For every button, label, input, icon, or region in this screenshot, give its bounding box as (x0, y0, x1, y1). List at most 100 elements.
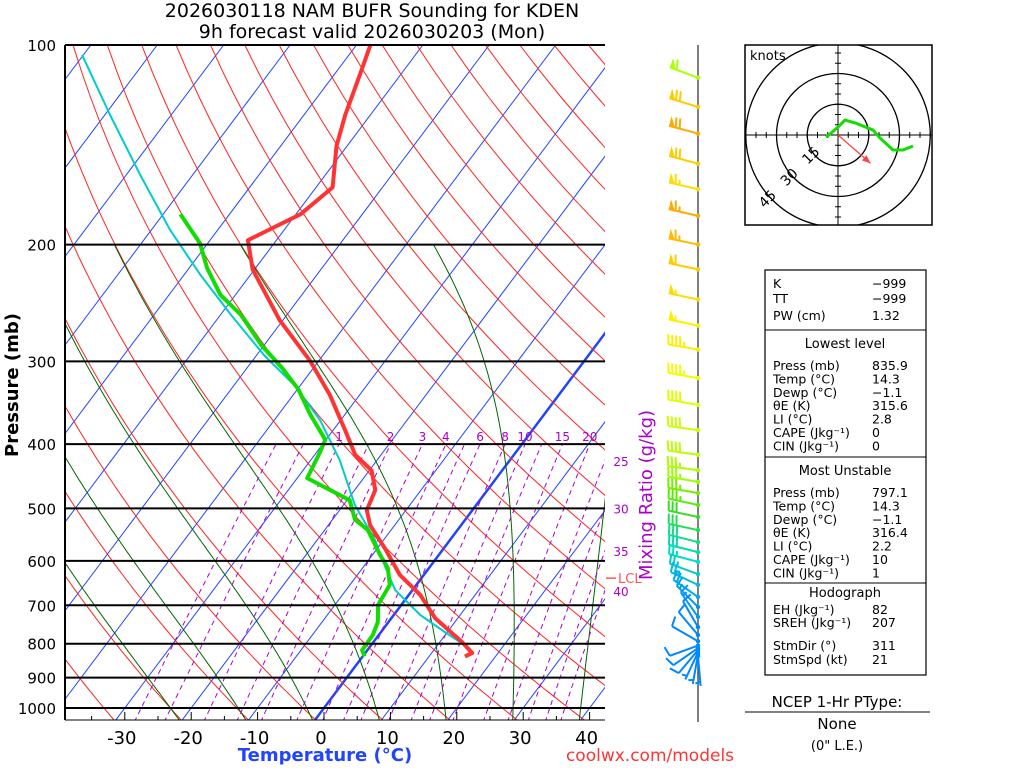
wind-barb (668, 199, 701, 219)
wind-barb (668, 172, 701, 192)
dry-adiabat-line (450, 45, 605, 233)
lowest-level-label: Dewp (°C) (773, 385, 837, 400)
mixing-ratio-label: 8 (501, 430, 509, 444)
wind-barb (667, 488, 701, 508)
mixing-ratio-label: 35 (613, 545, 628, 559)
temperature-tick-label: 0 (315, 728, 326, 749)
wind-barb (668, 228, 701, 247)
isotherm-line (65, 45, 291, 346)
parcel-profile-line (81, 54, 466, 647)
lowest-level-value: −1.1 (872, 385, 902, 400)
lowest-level-value: 315.6 (872, 398, 908, 413)
most-unstable-label: CAPE (Jkg⁻¹) (773, 552, 850, 567)
most-unstable-label: Press (mb) (773, 485, 840, 500)
isotherm-line (181, 155, 605, 720)
dry-adiabat-line (313, 45, 605, 406)
isotherm-line (380, 421, 605, 720)
most-unstable-title: Most Unstable (799, 464, 892, 479)
stats-panel: K −999 TT −999 PW (cm) 1.32 Lowest level Press … (764, 269, 927, 676)
moist-adiabat-line (65, 455, 247, 720)
isotherm-line (65, 45, 424, 523)
moist-adiabat-line (578, 496, 605, 720)
wind-barb (695, 653, 702, 687)
dry-adiabat-line (65, 225, 451, 720)
mixing-ratio-line (483, 444, 591, 720)
lcl-label: LCL (618, 572, 642, 587)
hodograph-stat-value: 82 (872, 602, 888, 617)
hodograph-units: knots (750, 49, 786, 64)
lowest-level-value: 835.9 (872, 358, 908, 373)
hodograph-stat-value: 207 (872, 615, 896, 630)
dry-adiabat-line (244, 45, 605, 496)
most-unstable-label: Dewp (°C) (773, 512, 837, 527)
dry-adiabat-line (106, 45, 605, 687)
mixing-ratio-line (429, 444, 543, 720)
moist-adiabat-line (113, 244, 380, 720)
mixing-ratio-line (545, 549, 605, 720)
mixing-ratio-line (204, 443, 340, 720)
wind-barb (667, 362, 701, 381)
lowest-level-value: 2.8 (872, 412, 892, 427)
dry-adiabat-line (65, 574, 182, 720)
lowest-level-label: Temp (°C) (772, 371, 835, 386)
hodograph-stat-label: EH (Jkg⁻¹) (773, 602, 835, 617)
isotherm-line (247, 243, 605, 720)
ptype-panel: NCEP 1-Hr PType: None (0" L.E.) (745, 693, 930, 754)
axes: 1 2 3 4 6 8 10 15 202530354010020030040050060070… (18, 37, 643, 749)
most-unstable-value: 14.3 (872, 498, 900, 513)
pressure-tick-label: 200 (27, 237, 56, 255)
temperature-tick-label: -10 (240, 728, 269, 749)
pressure-tick-label: 900 (27, 670, 56, 688)
dry-adiabat-line (65, 317, 384, 720)
pressure-tick-label: 700 (27, 597, 56, 615)
isotherm-line (65, 45, 490, 612)
temperature-tick-label: 10 (376, 728, 399, 749)
dry-adiabat-line (175, 45, 605, 590)
dewpoint-profile-line (178, 213, 392, 658)
wind-barb (668, 543, 701, 565)
lowest-level-label: θE (K) (773, 398, 810, 413)
isotherm-line (65, 45, 158, 169)
dry-adiabat-line (141, 45, 605, 638)
lowest-level-label: Press (mb) (773, 358, 840, 373)
wind-barb (669, 88, 701, 110)
lowest-level-title: Lowest level (805, 337, 886, 352)
mixing-ratio-line (360, 443, 481, 720)
index-label: TT (772, 291, 788, 306)
hodograph-stat-value: 311 (872, 638, 896, 653)
most-unstable-value: 316.4 (872, 525, 908, 540)
most-unstable-value: 10 (872, 552, 888, 567)
wind-barb (667, 477, 701, 496)
isotherm-line (115, 66, 605, 720)
ptype-value: None (817, 715, 856, 733)
mixing-ratio-label: 1 (335, 430, 343, 444)
mixing-ratio-label: 40 (613, 585, 628, 599)
mixing-ratio-label: 10 (517, 430, 532, 444)
temperature-tick-label: -30 (107, 728, 136, 749)
pressure-tick-label: 600 (27, 553, 56, 571)
isotherm-line (65, 45, 225, 258)
hodograph-stat-label: StmDir (°) (773, 638, 836, 653)
wind-barb (668, 116, 701, 136)
lowest-level-label: CAPE (Jkg⁻¹) (773, 425, 850, 440)
isotherm-line (447, 509, 605, 720)
moist-adiabat-line (65, 322, 314, 720)
moist-adiabat-line (239, 244, 447, 720)
temperature-tick-label: 30 (509, 728, 532, 749)
most-unstable-value: −1.1 (872, 512, 902, 527)
footer-url[interactable]: coolwx.com/models (566, 746, 734, 766)
mixing-ratio-line (322, 443, 447, 720)
wind-barb (666, 440, 701, 457)
wind-barb (667, 334, 701, 352)
index-value: 1.32 (872, 308, 900, 323)
lowest-level-value: 0 (872, 438, 880, 453)
hodograph-stat-label: SREH (Jkg⁻¹) (773, 615, 851, 630)
mixing-ratio-line (410, 443, 526, 720)
most-unstable-value: 797.1 (872, 485, 908, 500)
dry-adiabat-line (210, 45, 605, 543)
most-unstable-label: CIN (Jkg⁻¹) (773, 565, 839, 580)
chart-title-line1: 2026030118 NAM BUFR Sounding for KDEN (165, 0, 579, 22)
hodograph-stats-title: Hodograph (809, 586, 881, 601)
